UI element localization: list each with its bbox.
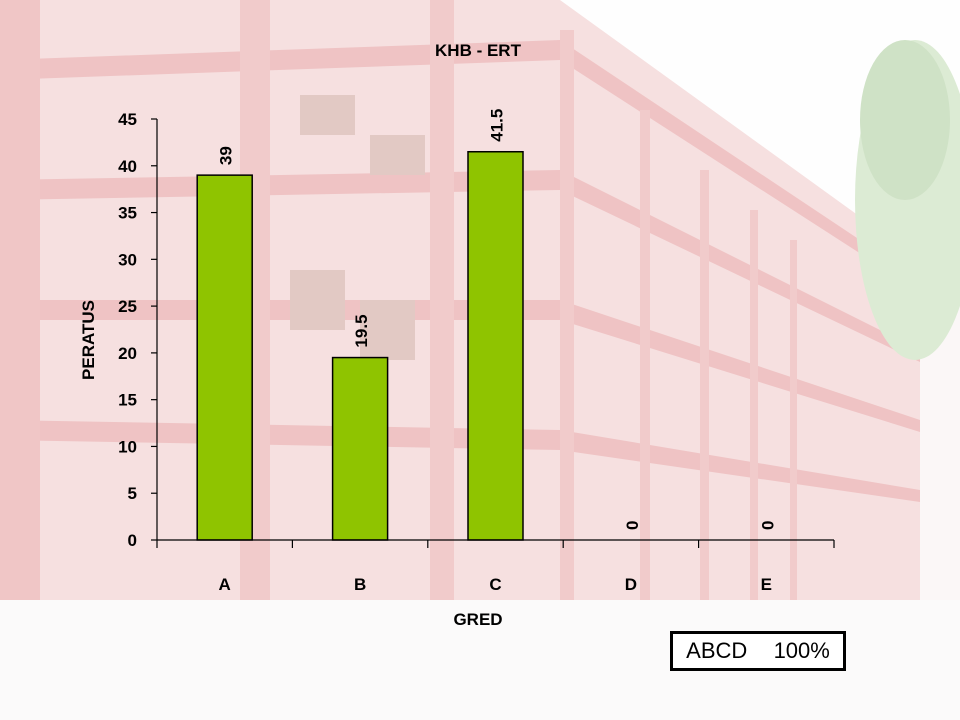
y-tick-label: 25: [118, 297, 137, 316]
data-labels: 39 19.5 41.5 0 0: [217, 109, 778, 530]
x-axis-ticks: A B C D E: [156, 540, 835, 594]
bars: [196, 150, 524, 541]
y-axis-label: PERATUS: [79, 300, 98, 380]
y-axis-ticks: 0 5 10 15 20 25 30 35 40 45: [118, 110, 157, 550]
x-axis-label: GRED: [453, 610, 502, 629]
y-tick-label: 40: [118, 157, 137, 176]
y-tick-label: 45: [118, 110, 137, 129]
x-tick-label-b: B: [354, 575, 366, 594]
data-label-a: 39: [217, 146, 236, 165]
x-tick-label-d: D: [625, 575, 637, 594]
data-label-b: 19.5: [352, 314, 371, 347]
y-tick-label: 10: [118, 437, 137, 456]
x-tick-label-e: E: [761, 575, 772, 594]
data-label-d: 0: [623, 521, 642, 530]
data-label-c: 41.5: [488, 109, 507, 142]
y-tick-label: 0: [128, 531, 137, 550]
bar-b: [331, 356, 389, 541]
x-tick-label-c: C: [489, 575, 501, 594]
y-tick-label: 15: [118, 391, 137, 410]
x-tick-label-a: A: [219, 575, 231, 594]
y-tick-label: 30: [118, 250, 137, 269]
summary-label: ABCD: [686, 638, 748, 663]
y-tick-label: 20: [118, 344, 137, 363]
y-tick-label: 5: [128, 484, 137, 503]
chart-title: KHB - ERT: [435, 41, 522, 60]
bar-a: [196, 174, 253, 541]
y-tick-label: 35: [118, 204, 137, 223]
data-label-e: 0: [758, 521, 777, 530]
bar-c: [467, 150, 524, 541]
summary-box: ABCD 100%: [670, 631, 846, 671]
summary-value: 100%: [773, 638, 830, 663]
